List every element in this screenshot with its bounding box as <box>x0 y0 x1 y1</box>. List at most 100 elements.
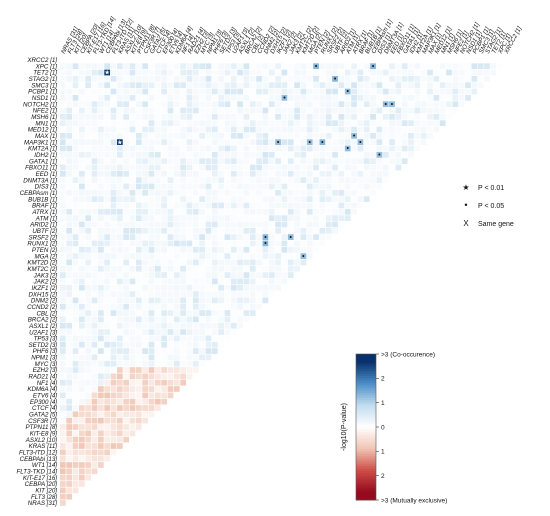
heatmap-cell <box>60 246 66 253</box>
heatmap-cell <box>401 132 408 139</box>
heatmap-cell <box>66 291 73 297</box>
heatmap-cell <box>211 183 218 190</box>
heatmap-cell <box>338 101 345 108</box>
legend-label: Same gene <box>478 221 514 228</box>
heatmap-cell <box>66 253 73 259</box>
heatmap-cell <box>60 443 66 449</box>
heatmap-cell <box>256 189 262 196</box>
heatmap-cell <box>186 367 193 373</box>
heatmap-cell <box>338 120 345 127</box>
heatmap-cell <box>72 265 79 272</box>
colorbar-band <box>356 463 376 467</box>
heatmap-cell <box>294 215 300 221</box>
heatmap-cell <box>85 392 92 399</box>
heatmap-cell <box>72 183 79 190</box>
heatmap-cell <box>60 284 66 291</box>
heatmap-cell <box>325 215 332 221</box>
heatmap-cell <box>363 101 370 108</box>
colorbar-band <box>356 497 376 501</box>
heatmap-cell <box>129 291 136 297</box>
heatmap-cell <box>180 69 186 76</box>
heatmap-cell <box>439 75 446 82</box>
heatmap-cell <box>116 303 123 310</box>
heatmap-cell <box>104 265 111 272</box>
heatmap-cell <box>167 316 174 323</box>
heatmap-cell <box>319 69 326 76</box>
heatmap-cell <box>262 101 269 108</box>
heatmap-cell <box>224 215 231 221</box>
heatmap-cell <box>351 113 357 120</box>
heatmap-cell <box>357 139 364 146</box>
heatmap-cell <box>148 341 155 348</box>
heatmap-cell <box>357 177 364 183</box>
heatmap-cell <box>116 94 123 101</box>
heatmap-cell <box>439 82 446 89</box>
heatmap-cell <box>199 183 205 190</box>
heatmap-cell <box>230 329 237 335</box>
heatmap-cell <box>338 82 345 89</box>
heatmap-cell <box>256 215 262 221</box>
heatmap-cell <box>123 405 130 411</box>
heatmap-cell <box>116 310 123 316</box>
heatmap-cell <box>395 101 402 108</box>
colorbar-band <box>356 390 376 394</box>
heatmap-cell <box>268 82 275 89</box>
heatmap-cell <box>281 272 288 278</box>
heatmap-cell <box>173 265 180 272</box>
heatmap-cell <box>116 386 123 392</box>
colorbar-band <box>356 424 376 428</box>
heatmap-cell <box>154 310 161 316</box>
heatmap-cell <box>72 196 79 202</box>
heatmap-cell <box>129 151 136 158</box>
heatmap-cell <box>325 202 332 209</box>
heatmap-cell <box>97 443 104 449</box>
heatmap-cell <box>433 113 440 120</box>
heatmap-cell <box>199 284 205 291</box>
heatmap-cell <box>205 94 212 101</box>
heatmap-cell <box>123 335 130 342</box>
heatmap-cell <box>173 82 180 89</box>
heatmap-cell <box>249 183 256 190</box>
heatmap-cell <box>211 329 218 335</box>
heatmap-cell <box>60 202 66 209</box>
heatmap-cell <box>116 392 123 399</box>
heatmap-cell <box>142 221 149 228</box>
heatmap-cell <box>180 348 186 354</box>
heatmap-cell <box>224 284 231 291</box>
heatmap-cell <box>300 69 307 76</box>
heatmap-cell <box>180 310 186 316</box>
heatmap-cell <box>256 69 262 76</box>
heatmap-cell <box>148 126 155 133</box>
heatmap-cell <box>351 94 357 101</box>
heatmap-cell <box>211 316 218 323</box>
heatmap-cell <box>142 354 149 361</box>
colorbar-band <box>356 361 376 365</box>
heatmap-cell <box>123 234 130 240</box>
heatmap-cell <box>104 379 111 386</box>
heatmap-cell <box>110 221 117 228</box>
heatmap-cell <box>199 170 205 177</box>
heatmap-cell <box>161 82 168 89</box>
heatmap-cell <box>72 158 79 165</box>
heatmap-cell <box>363 177 370 183</box>
heatmap-cell <box>97 145 104 152</box>
heatmap-cell <box>110 272 117 278</box>
heatmap-cell <box>211 272 218 278</box>
heatmap-cell <box>237 284 243 291</box>
heatmap-cell <box>306 120 313 127</box>
dot-mark: • <box>359 139 362 146</box>
heatmap-cell <box>154 69 161 76</box>
row-label: MGA [2] <box>35 253 58 260</box>
heatmap-cell <box>104 436 111 443</box>
heatmap-cell <box>287 75 294 82</box>
heatmap-cell <box>60 468 66 475</box>
dot-mark: • <box>353 133 356 140</box>
heatmap-cell <box>313 63 319 70</box>
row-label: CEBPAbi [13] <box>20 456 58 463</box>
heatmap-cell <box>395 126 402 133</box>
heatmap-cell <box>287 272 294 278</box>
heatmap-cell <box>173 120 180 127</box>
heatmap-cell <box>332 82 338 89</box>
heatmap-cell <box>205 101 212 108</box>
row-label: FLT3-TKD [14] <box>17 469 58 476</box>
